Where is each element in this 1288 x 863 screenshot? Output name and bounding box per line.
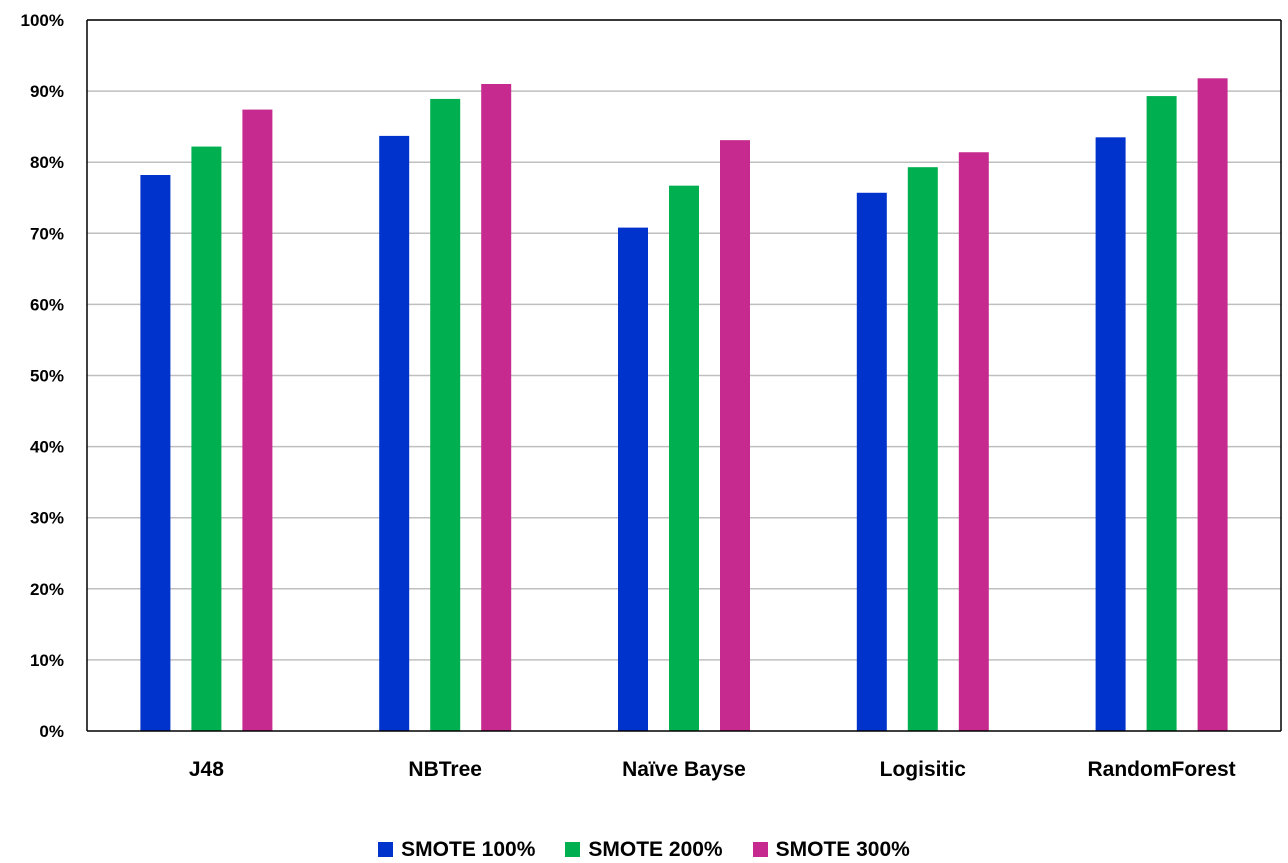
x-tick-label-na-ve-bayse: Naïve Bayse bbox=[622, 758, 746, 781]
bar-nbtree-smote-100 bbox=[379, 136, 409, 731]
bar-randomforest-smote-100 bbox=[1096, 137, 1126, 731]
bar-randomforest-smote-300 bbox=[1198, 78, 1228, 731]
bar-na-ve-bayse-smote-100 bbox=[618, 228, 648, 731]
bar-nbtree-smote-300 bbox=[481, 84, 511, 731]
y-axis-ticks: 0% 10% 20% 30% 40% 50% 60% 70% 80% 90% 100% bbox=[21, 11, 64, 741]
y-tick-label: 60% bbox=[30, 295, 64, 314]
legend-item-smote-300: SMOTE 300% bbox=[753, 838, 910, 862]
x-tick-label-j48: J48 bbox=[189, 758, 224, 781]
bar-na-ve-bayse-smote-200 bbox=[669, 186, 699, 731]
bar-na-ve-bayse-smote-300 bbox=[720, 140, 750, 731]
legend-label-smote-300: SMOTE 300% bbox=[776, 838, 910, 862]
legend-label-smote-100: SMOTE 100% bbox=[401, 838, 535, 862]
bar-chart: 0% 10% 20% 30% 40% 50% 60% 70% 80% 90% 100% J48 NBT… bbox=[0, 0, 1288, 830]
bar-randomforest-smote-200 bbox=[1147, 96, 1177, 731]
bars bbox=[140, 78, 1227, 731]
bar-logisitic-smote-100 bbox=[857, 193, 887, 731]
y-tick-label: 30% bbox=[30, 509, 64, 528]
y-tick-label: 100% bbox=[21, 11, 64, 30]
legend-item-smote-100: SMOTE 100% bbox=[378, 838, 535, 862]
y-tick-label: 0% bbox=[39, 722, 64, 741]
legend-item-smote-200: SMOTE 200% bbox=[565, 838, 722, 862]
x-tick-label-randomforest: RandomForest bbox=[1088, 758, 1236, 781]
x-tick-label-logisitic: Logisitic bbox=[880, 758, 967, 781]
y-tick-label: 90% bbox=[30, 82, 64, 101]
y-tick-label: 50% bbox=[30, 367, 64, 386]
x-tick-label-nbtree: NBTree bbox=[408, 758, 482, 781]
legend-swatch-smote-200 bbox=[565, 842, 580, 857]
bar-logisitic-smote-300 bbox=[959, 152, 989, 731]
legend-swatch-smote-100 bbox=[378, 842, 393, 857]
y-tick-label: 10% bbox=[30, 651, 64, 670]
y-tick-label: 20% bbox=[30, 580, 64, 599]
x-axis-labels: J48 NBTree Naïve Bayse Logisitic RandomFores… bbox=[189, 758, 1236, 781]
legend-swatch-smote-300 bbox=[753, 842, 768, 857]
y-tick-label: 70% bbox=[30, 224, 64, 243]
y-tick-label: 80% bbox=[30, 153, 64, 172]
bar-logisitic-smote-200 bbox=[908, 167, 938, 731]
legend-label-smote-200: SMOTE 200% bbox=[588, 838, 722, 862]
y-tick-label: 40% bbox=[30, 438, 64, 457]
bar-j48-smote-100 bbox=[140, 175, 170, 731]
bar-j48-smote-300 bbox=[242, 110, 272, 731]
bar-j48-smote-200 bbox=[191, 147, 221, 731]
legend: SMOTE 100% SMOTE 200% SMOTE 300% bbox=[0, 836, 1288, 863]
bar-nbtree-smote-200 bbox=[430, 99, 460, 731]
